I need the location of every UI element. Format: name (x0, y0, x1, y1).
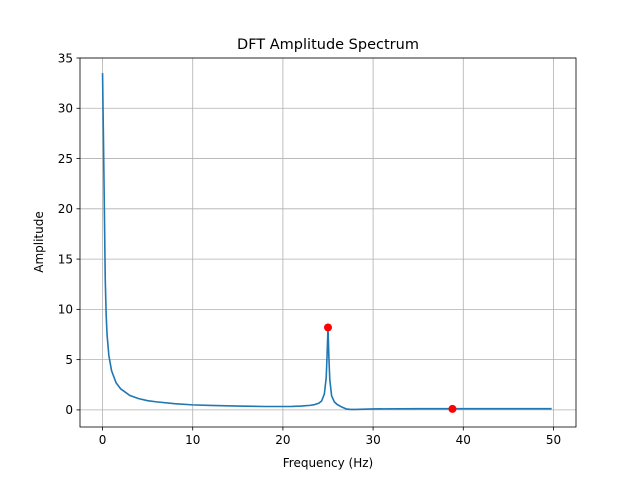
x-tick-label: 40 (456, 433, 471, 447)
x-tick-label: 10 (185, 433, 200, 447)
x-tick-label: 20 (275, 433, 290, 447)
peak-marker (448, 404, 457, 413)
peak-marker (324, 323, 332, 332)
grid-layer (80, 57, 576, 427)
y-tick-label: 15 (58, 252, 73, 266)
y-tick-label: 10 (58, 303, 73, 317)
line-layer (101, 73, 552, 411)
x-tick-label: 50 (546, 433, 561, 447)
y-tick-label: 35 (58, 51, 73, 65)
y-tick-label: 5 (65, 353, 73, 367)
marker-layer (324, 323, 457, 413)
x-tick-label: 30 (365, 433, 380, 447)
y-tick-label: 0 (65, 403, 73, 417)
chart-title: DFT Amplitude Spectrum (237, 37, 419, 53)
y-tick-label: 25 (58, 152, 73, 166)
plot-frame (79, 57, 577, 428)
y-tick-label: 20 (58, 202, 73, 216)
series-line (101, 73, 552, 411)
x-axis-title: Frequency (Hz) (283, 456, 374, 470)
y-tick-label: 30 (58, 102, 73, 116)
y-axis-title: Amplitude (32, 211, 46, 273)
tick-layer: 0 10 20 30 40 50 0 5 10 15 20 25 30 35 (58, 51, 561, 447)
x-tick-label: 0 (99, 433, 107, 447)
